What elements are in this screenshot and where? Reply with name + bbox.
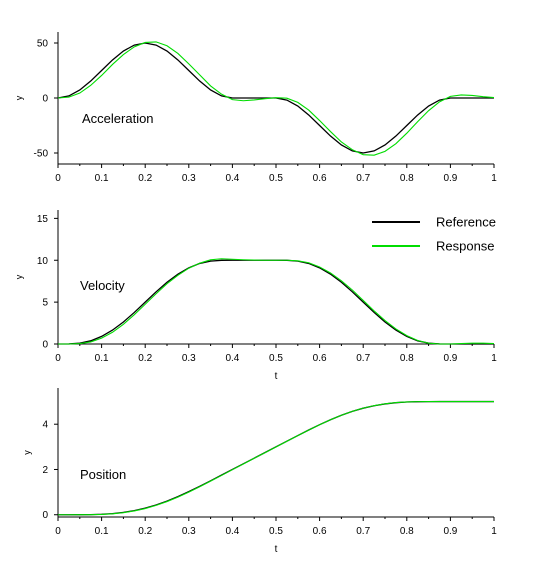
legend-label-reference: Reference bbox=[436, 215, 496, 230]
series-line-reference bbox=[57, 259, 494, 345]
y-tick-label: -50 bbox=[34, 149, 49, 160]
y-tick-label: 5 bbox=[42, 298, 48, 309]
x-tick-label: 0.1 bbox=[95, 353, 109, 364]
series-line-response bbox=[58, 401, 494, 516]
series-line-response bbox=[57, 41, 495, 156]
x-tick-label: 0.3 bbox=[182, 526, 196, 537]
x-tick-label: 0.5 bbox=[269, 353, 283, 364]
x-tick-label: 1 bbox=[491, 526, 497, 537]
panel-annotation: Position bbox=[80, 467, 126, 482]
series-line-response bbox=[58, 258, 495, 345]
x-tick-label: 0 bbox=[55, 353, 61, 364]
y-tick-label: 15 bbox=[37, 214, 49, 225]
x-tick-label: 0.4 bbox=[225, 173, 239, 184]
x-tick-label: 0.3 bbox=[182, 353, 196, 364]
x-tick-label: 0.9 bbox=[443, 173, 457, 184]
x-tick-label: 0.8 bbox=[400, 353, 414, 364]
x-tick-label: 0.7 bbox=[356, 173, 370, 184]
x-tick-label: 1 bbox=[491, 353, 497, 364]
x-tick-label: 0.5 bbox=[269, 173, 283, 184]
y-tick-label: 4 bbox=[42, 420, 48, 431]
x-tick-label: 0.3 bbox=[182, 173, 196, 184]
x-tick-label: 0.7 bbox=[356, 526, 370, 537]
x-tick-label: 0.4 bbox=[225, 353, 239, 364]
y-tick-label: 0 bbox=[42, 340, 48, 351]
x-tick-label: 0.8 bbox=[400, 173, 414, 184]
x-tick-label: 0.1 bbox=[95, 526, 109, 537]
y-tick-label: 50 bbox=[37, 39, 49, 50]
x-tick-label: 0.8 bbox=[400, 526, 414, 537]
x-tick-label: 0.5 bbox=[269, 526, 283, 537]
y-axis-label: y bbox=[14, 95, 24, 100]
x-tick-label: 0 bbox=[55, 173, 61, 184]
y-tick-label: 10 bbox=[37, 256, 49, 267]
y-axis-label: y bbox=[22, 450, 32, 455]
x-tick-label: 0.6 bbox=[313, 173, 327, 184]
legend-label-response: Response bbox=[436, 239, 495, 254]
x-tick-label: 0.4 bbox=[225, 526, 239, 537]
series-line-reference bbox=[58, 400, 494, 516]
x-tick-label: 0 bbox=[55, 526, 61, 537]
x-tick-label: 0.2 bbox=[138, 353, 152, 364]
x-tick-label: 0.1 bbox=[95, 173, 109, 184]
x-tick-label: 0.6 bbox=[313, 526, 327, 537]
x-tick-label: 0.6 bbox=[313, 353, 327, 364]
x-tick-label: 0.9 bbox=[443, 353, 457, 364]
x-tick-label: 0.2 bbox=[138, 173, 152, 184]
x-axis-label: t bbox=[275, 371, 278, 382]
x-tick-label: 1 bbox=[491, 173, 497, 184]
panel-annotation: Velocity bbox=[80, 278, 125, 293]
y-tick-label: 0 bbox=[42, 510, 48, 521]
x-tick-label: 0.9 bbox=[443, 526, 457, 537]
y-axis-label: y bbox=[14, 274, 24, 279]
y-tick-label: 2 bbox=[42, 465, 48, 476]
x-tick-label: 0.7 bbox=[356, 353, 370, 364]
panel-annotation: Acceleration bbox=[82, 111, 154, 126]
x-tick-label: 0.2 bbox=[138, 526, 152, 537]
y-tick-label: 0 bbox=[42, 94, 48, 105]
x-axis-label: t bbox=[275, 544, 278, 555]
